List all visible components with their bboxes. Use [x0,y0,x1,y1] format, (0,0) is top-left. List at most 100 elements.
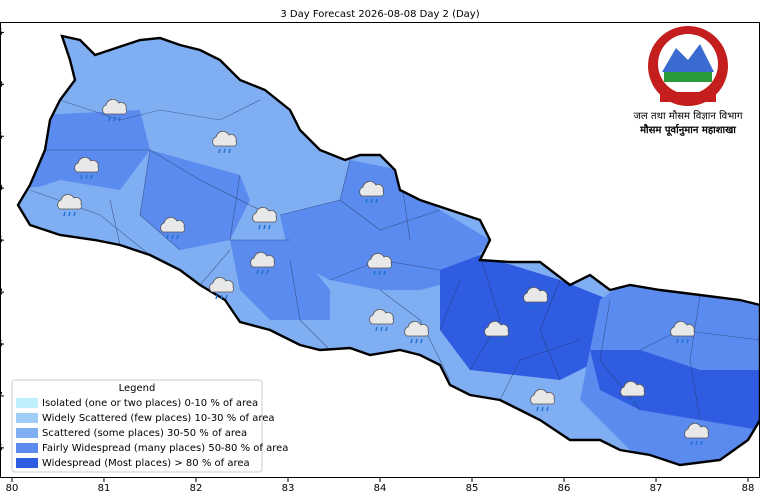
rain-icon [160,217,185,240]
cloud [57,194,82,210]
rain-icon [404,321,429,344]
raindrop [383,270,386,276]
y-tick-label: 30.5 [0,27,3,38]
raindrop [268,224,271,230]
x-tick-label: 80 [6,483,19,494]
y-tick-label: 30 [0,79,3,90]
x-tick-label: 81 [98,483,111,494]
raindrop [539,304,542,310]
raindrop [410,338,413,344]
raindrop [378,270,381,276]
cloud [359,181,384,197]
cloud [252,207,277,223]
raindrop [695,440,698,446]
raindrop [415,338,418,344]
rain-icon [212,131,237,154]
y-tick-label: 26.5 [0,443,3,454]
x-tick-label: 85 [466,483,479,494]
rain-icon [57,194,82,217]
x-tick-label: 86 [558,483,571,494]
legend-label: Isolated (one or two places) 0-10 % of a… [42,398,258,409]
cloud [209,277,234,293]
y-tick-label: 29.5 [0,131,3,142]
legend-label: Widespread (Most places) > 80 % of area [42,458,250,469]
raindrop [375,198,378,204]
rain-icon [252,207,277,230]
raindrop [420,338,423,344]
rain-icon [484,321,509,344]
rain-icon [359,181,384,204]
cloud [250,252,275,268]
legend-label: Scattered (some places) 30-50 % of area [42,428,247,439]
legend-swatch [16,398,38,408]
raindrop [68,211,71,217]
raindrop [261,269,264,275]
y-tick-label: 27.5 [0,339,3,350]
region [440,255,610,380]
raindrop [220,294,223,300]
raindrop [223,148,226,154]
raindrop [495,338,498,344]
rain-icon [670,321,695,344]
rain-icon [523,287,548,310]
raindrop [256,269,259,275]
cloud [212,131,237,147]
logo: जल तथा मौसम विज्ञान विभाग मौसम पूर्वानुम… [633,26,743,137]
raindrop [218,148,221,154]
cloud [670,321,695,337]
raindrop [529,304,532,310]
raindrop [90,174,93,180]
raindrop [385,326,388,332]
raindrop [228,148,231,154]
raindrop [365,198,368,204]
raindrop [263,224,266,230]
cloud [684,423,709,439]
y-tick-label: 29 [0,183,3,194]
rain-icon [620,381,645,404]
raindrop [80,174,83,180]
cloud [74,157,99,173]
raindrop [176,234,179,240]
cloud [523,287,548,303]
raindrop [536,406,539,412]
cloud [367,253,392,269]
rain-icon [530,389,555,412]
raindrop [171,234,174,240]
x-tick-label: 82 [190,483,203,494]
x-tick-label: 88 [742,483,755,494]
legend: Legend Isolated (one or two places) 0-10… [11,379,288,473]
raindrop [686,338,689,344]
raindrop [73,211,76,217]
legend-label: Fairly Widespread (many places) 50-80 % … [42,443,288,454]
logo-line1: जल तथा मौसम विज्ञान विभाग [633,110,742,122]
region [590,350,760,430]
cloud [484,321,509,337]
legend-label: Widely Scattered (few places) 10-30 % of… [42,413,275,424]
emblem-land [664,72,712,82]
emblem-mountain [662,44,714,72]
raindrop [108,116,111,122]
raindrop [690,440,693,446]
x-tick-label: 83 [282,483,295,494]
rain-icon [369,309,394,332]
raindrop [626,398,629,404]
raindrop [490,338,493,344]
raindrop [380,326,383,332]
rain-icon [102,99,127,122]
cloud [530,389,555,405]
legend-swatch [16,458,38,468]
region [280,160,490,290]
raindrop [541,406,544,412]
x-tick-label: 84 [374,483,387,494]
cloud [102,99,127,115]
raindrop [113,116,116,122]
rain-icon [209,277,234,300]
y-tick-label: 28 [0,287,3,298]
x-tick-label: 87 [650,483,663,494]
emblem-ribbon [660,92,716,102]
raindrop [266,269,269,275]
raindrop [546,406,549,412]
rain-icons [57,99,709,446]
y-tick-label: 28.5 [0,235,3,246]
